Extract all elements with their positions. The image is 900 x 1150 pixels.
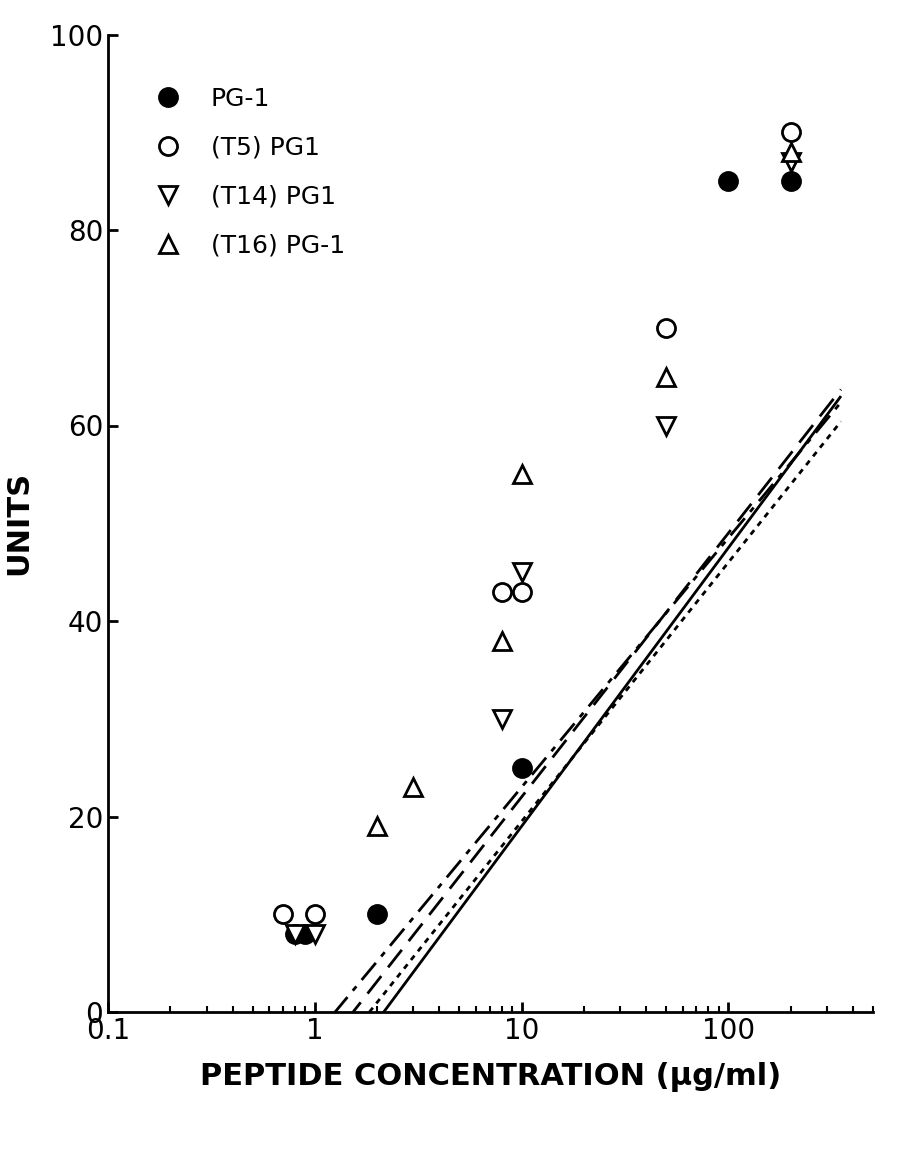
X-axis label: PEPTIDE CONCENTRATION (μg/ml): PEPTIDE CONCENTRATION (μg/ml) [200,1061,781,1091]
Legend: PG-1, (T5) PG1, (T14) PG1, (T16) PG-1: PG-1, (T5) PG1, (T14) PG1, (T16) PG-1 [136,67,364,277]
Y-axis label: UNITS: UNITS [4,472,33,575]
